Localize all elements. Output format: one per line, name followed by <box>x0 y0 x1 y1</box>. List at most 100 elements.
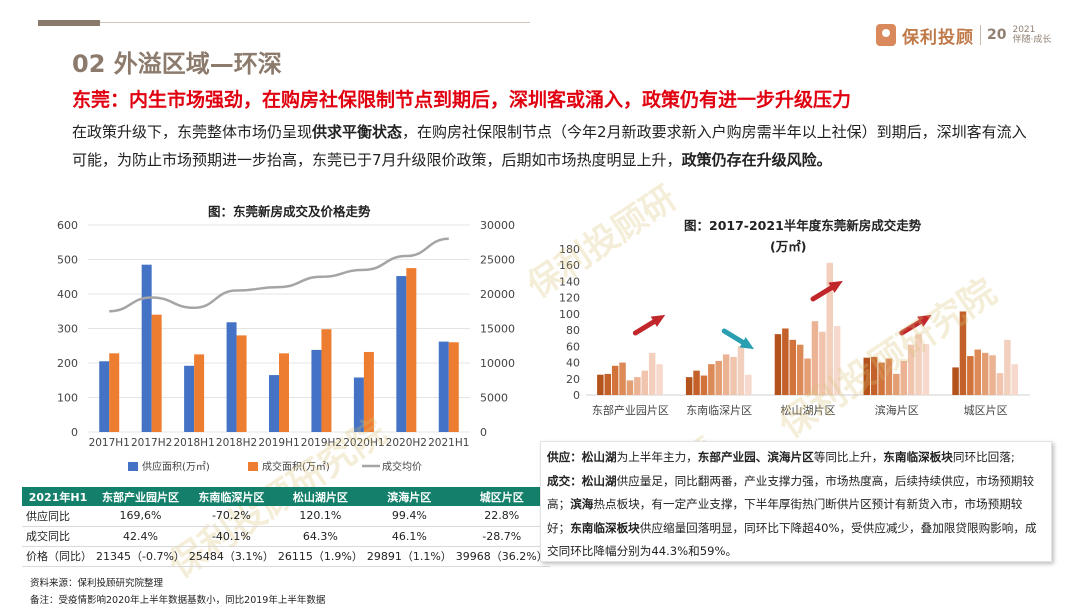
bar <box>597 374 604 395</box>
y-tick-label: 500 <box>57 254 78 267</box>
table-row: 供应同比 169,6% -70.2% 120.1% 99.4% 22.8% <box>22 506 550 527</box>
x-tick-label: 2020H2 <box>386 437 427 449</box>
bar <box>715 360 722 395</box>
y-tick-label: 60 <box>566 340 580 353</box>
legend-label: 成交面积(万㎡) <box>262 460 330 473</box>
x-tick-label: 2019H1 <box>258 437 299 449</box>
y2-tick-label: 15000 <box>480 323 515 336</box>
bar <box>878 362 885 395</box>
bar <box>311 349 322 432</box>
source-note: 资料来源：保利投顾研究院整理 <box>30 578 164 589</box>
bar <box>819 331 826 395</box>
table-cell: -40.1% <box>186 526 276 547</box>
table-cell: 99.4% <box>364 506 454 527</box>
table-header: 东部产业园片区 <box>94 487 187 506</box>
bar <box>693 370 700 395</box>
bar <box>141 264 152 432</box>
bar <box>269 375 279 432</box>
y-tick-label: 600 <box>57 219 78 232</box>
table-cell: 29891（1.1%） <box>364 546 454 567</box>
legend-swatch <box>248 462 258 471</box>
analysis-supply: 供应：松山湖为上半年主力，东部产业园、滨海片区等同比上升，东南临深板块同环比回落… <box>547 450 1015 464</box>
bar <box>700 375 708 395</box>
bar <box>226 322 237 432</box>
bar <box>915 334 922 395</box>
bar <box>922 343 930 395</box>
table-cell: 64.3% <box>275 526 365 547</box>
table-row: 成交同比 42.4% -40.1% 64.3% 46.1% -28.7% <box>22 526 550 547</box>
y-tick-label: 0 <box>71 426 78 439</box>
bar <box>184 365 195 432</box>
x-tick-label: 2017H1 <box>89 437 130 449</box>
x-tick-label: 2021H1 <box>428 437 469 449</box>
bar <box>826 262 833 395</box>
table-cell: 46.1% <box>364 526 454 547</box>
x-tick-label: 2018H2 <box>216 437 257 449</box>
bar <box>737 346 745 395</box>
y-tick-label: 0 <box>573 389 580 402</box>
table-cell: 21345（-0.7%） <box>94 546 187 567</box>
bar <box>863 357 870 395</box>
logo-tagline: 伴随·成长 <box>1012 35 1052 45</box>
x-tick-label: 滨海片区 <box>875 403 919 417</box>
remark-note: 备注：受疫情影响2020年上半年数据基数小，同比2019年上半年数据 <box>30 595 326 606</box>
intro-paragraph: 在政策升级下，东莞整体市场仍呈现供求平衡状态，在购房社保限制节点（今年2月新政要… <box>72 123 1027 169</box>
y-tick-label: 80 <box>566 324 580 337</box>
bar <box>870 356 878 395</box>
bar <box>893 373 900 395</box>
x-tick-label: 2020H1 <box>343 437 384 449</box>
table-header: 城区片区 <box>453 487 550 506</box>
y2-tick-label: 30000 <box>480 219 515 232</box>
y-tick-label: 20 <box>566 373 580 386</box>
chart1-title: 图：东莞新房成交及价格走势 <box>208 204 371 219</box>
bar <box>1004 339 1011 395</box>
logo-mark-icon <box>876 24 896 46</box>
bar <box>774 334 782 395</box>
table-cell: -70.2% <box>186 506 276 527</box>
section-title: 02 外溢区域—环深 <box>72 50 282 78</box>
bar <box>685 377 693 395</box>
bar <box>989 355 996 395</box>
bar <box>745 374 752 395</box>
bar <box>99 361 110 432</box>
table-cell: 供应同比 <box>22 506 94 527</box>
bar <box>648 352 656 395</box>
table-cell: 价格（同比） <box>22 546 94 567</box>
chart-halfyear-districts: 180 160 140 120 100 80 60 40 20 0 东部产业园片区 东南临深片区 松山湖… <box>559 243 1030 417</box>
y-tick-label: 140 <box>559 275 580 288</box>
bar <box>236 335 247 432</box>
price-line <box>109 237 449 313</box>
y-tick-label: 180 <box>559 243 580 256</box>
x-tick-label: 2018H1 <box>173 437 214 449</box>
bar <box>789 339 796 395</box>
headline: 东莞：内生市场强劲，在购房社保限制节点到期后，深圳客或涌入，政策仍有进一步升级压… <box>72 89 852 111</box>
bar <box>833 326 841 395</box>
table-header: 2021年H1 <box>22 487 94 506</box>
bar <box>353 377 364 432</box>
y-tick-label: 120 <box>559 292 580 305</box>
bar <box>438 341 449 432</box>
table-cell: 120.1% <box>275 506 365 527</box>
bar <box>996 373 1004 395</box>
legend-label: 成交均价 <box>382 460 422 473</box>
bar <box>109 353 120 432</box>
logo-year: 2021 <box>1012 25 1036 35</box>
bar <box>619 362 626 395</box>
chart-dongguan-new-homes: 600 500 400 300 200 100 0 30000 25000 20000 15000 1… <box>57 219 515 473</box>
bar <box>708 364 715 395</box>
arrow-head-icon <box>828 280 843 293</box>
x-tick-label: 2019H2 <box>301 437 342 449</box>
bar <box>656 364 663 395</box>
bar <box>626 380 634 395</box>
bar <box>406 268 417 432</box>
title-rule <box>100 22 530 23</box>
bar <box>722 354 730 395</box>
arrow-head-icon <box>650 314 666 327</box>
arrow-head-icon <box>917 314 932 327</box>
bar <box>448 342 459 432</box>
bar <box>279 353 289 432</box>
bar <box>804 358 811 395</box>
arrow-head-icon <box>739 337 755 350</box>
y-tick-label: 400 <box>57 288 78 301</box>
